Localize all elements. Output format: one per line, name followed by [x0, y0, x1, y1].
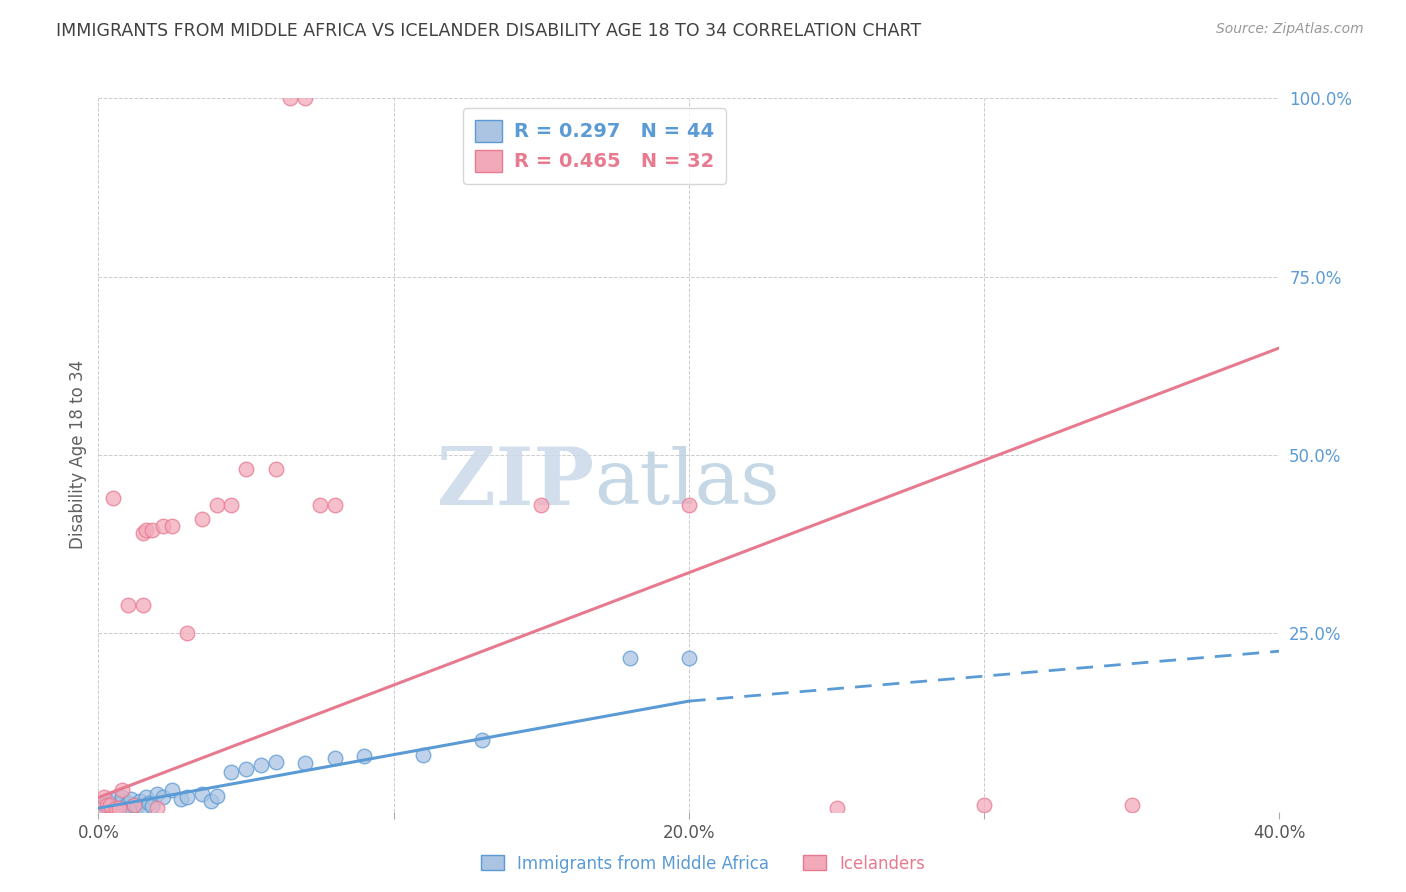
Point [96, 797, 118, 812]
Point [219, 498, 242, 512]
Point [120, 792, 142, 806]
Point [111, 790, 134, 805]
Point [162, 519, 183, 533]
Point [471, 733, 494, 747]
Point [122, 797, 145, 812]
Point [678, 498, 700, 512]
Legend: R = 0.297   N = 44, R = 0.465   N = 32: R = 0.297 N = 44, R = 0.465 N = 32 [463, 108, 725, 184]
Point [162, 783, 183, 797]
Point [105, 792, 128, 806]
Point [98, 797, 121, 812]
Text: ZIP: ZIP [437, 444, 595, 523]
Point [412, 747, 434, 762]
Point [93, 790, 115, 805]
Point [138, 796, 160, 810]
Point [294, 756, 316, 771]
Point [108, 797, 131, 812]
Point [117, 598, 139, 612]
Point [264, 755, 287, 769]
Point [96, 794, 118, 808]
Point [973, 797, 995, 812]
Point [152, 519, 174, 533]
Point [1121, 797, 1143, 812]
Point [128, 794, 150, 808]
Point [219, 765, 242, 780]
Y-axis label: Disability Age 18 to 34: Disability Age 18 to 34 [69, 360, 87, 549]
Point [98, 796, 121, 810]
Point [176, 626, 198, 640]
Point [235, 462, 257, 476]
Point [125, 799, 148, 814]
Point [105, 799, 128, 814]
Point [205, 498, 228, 512]
Point [141, 523, 163, 537]
Point [114, 799, 136, 814]
Point [103, 801, 125, 815]
Point [678, 651, 700, 665]
Point [111, 794, 134, 808]
Point [135, 523, 157, 537]
Point [278, 91, 302, 105]
Text: IMMIGRANTS FROM MIDDLE AFRICA VS ICELANDER DISABILITY AGE 18 TO 34 CORRELATION C: IMMIGRANTS FROM MIDDLE AFRICA VS ICELAND… [56, 22, 921, 40]
Point [825, 801, 848, 815]
Point [176, 790, 198, 805]
Point [146, 801, 169, 815]
Point [111, 783, 134, 797]
Point [170, 792, 193, 806]
Point [250, 758, 273, 772]
Point [141, 799, 163, 814]
Point [152, 790, 174, 805]
Point [98, 799, 121, 814]
Point [108, 801, 131, 815]
Text: atlas: atlas [595, 447, 780, 520]
Point [117, 801, 139, 815]
Point [309, 498, 332, 512]
Point [105, 801, 128, 815]
Point [122, 797, 145, 812]
Point [235, 762, 257, 776]
Legend: Immigrants from Middle Africa, Icelanders: Immigrants from Middle Africa, Icelander… [474, 848, 932, 880]
Point [90, 801, 112, 815]
Point [205, 789, 228, 803]
Point [619, 651, 641, 665]
Point [191, 787, 214, 801]
Point [103, 491, 125, 505]
Point [323, 498, 346, 512]
Point [200, 794, 222, 808]
Text: Source: ZipAtlas.com: Source: ZipAtlas.com [1216, 22, 1364, 37]
Point [132, 526, 155, 541]
Point [146, 787, 169, 801]
Point [294, 91, 316, 105]
Point [135, 790, 157, 805]
Point [353, 749, 375, 764]
Point [323, 751, 346, 765]
Point [90, 801, 112, 815]
Point [264, 462, 287, 476]
Point [530, 498, 553, 512]
Point [93, 797, 115, 812]
Point [132, 598, 155, 612]
Point [103, 797, 125, 812]
Point [108, 801, 131, 815]
Point [191, 512, 214, 526]
Point [132, 801, 155, 815]
Point [117, 796, 139, 810]
Point [96, 801, 118, 815]
